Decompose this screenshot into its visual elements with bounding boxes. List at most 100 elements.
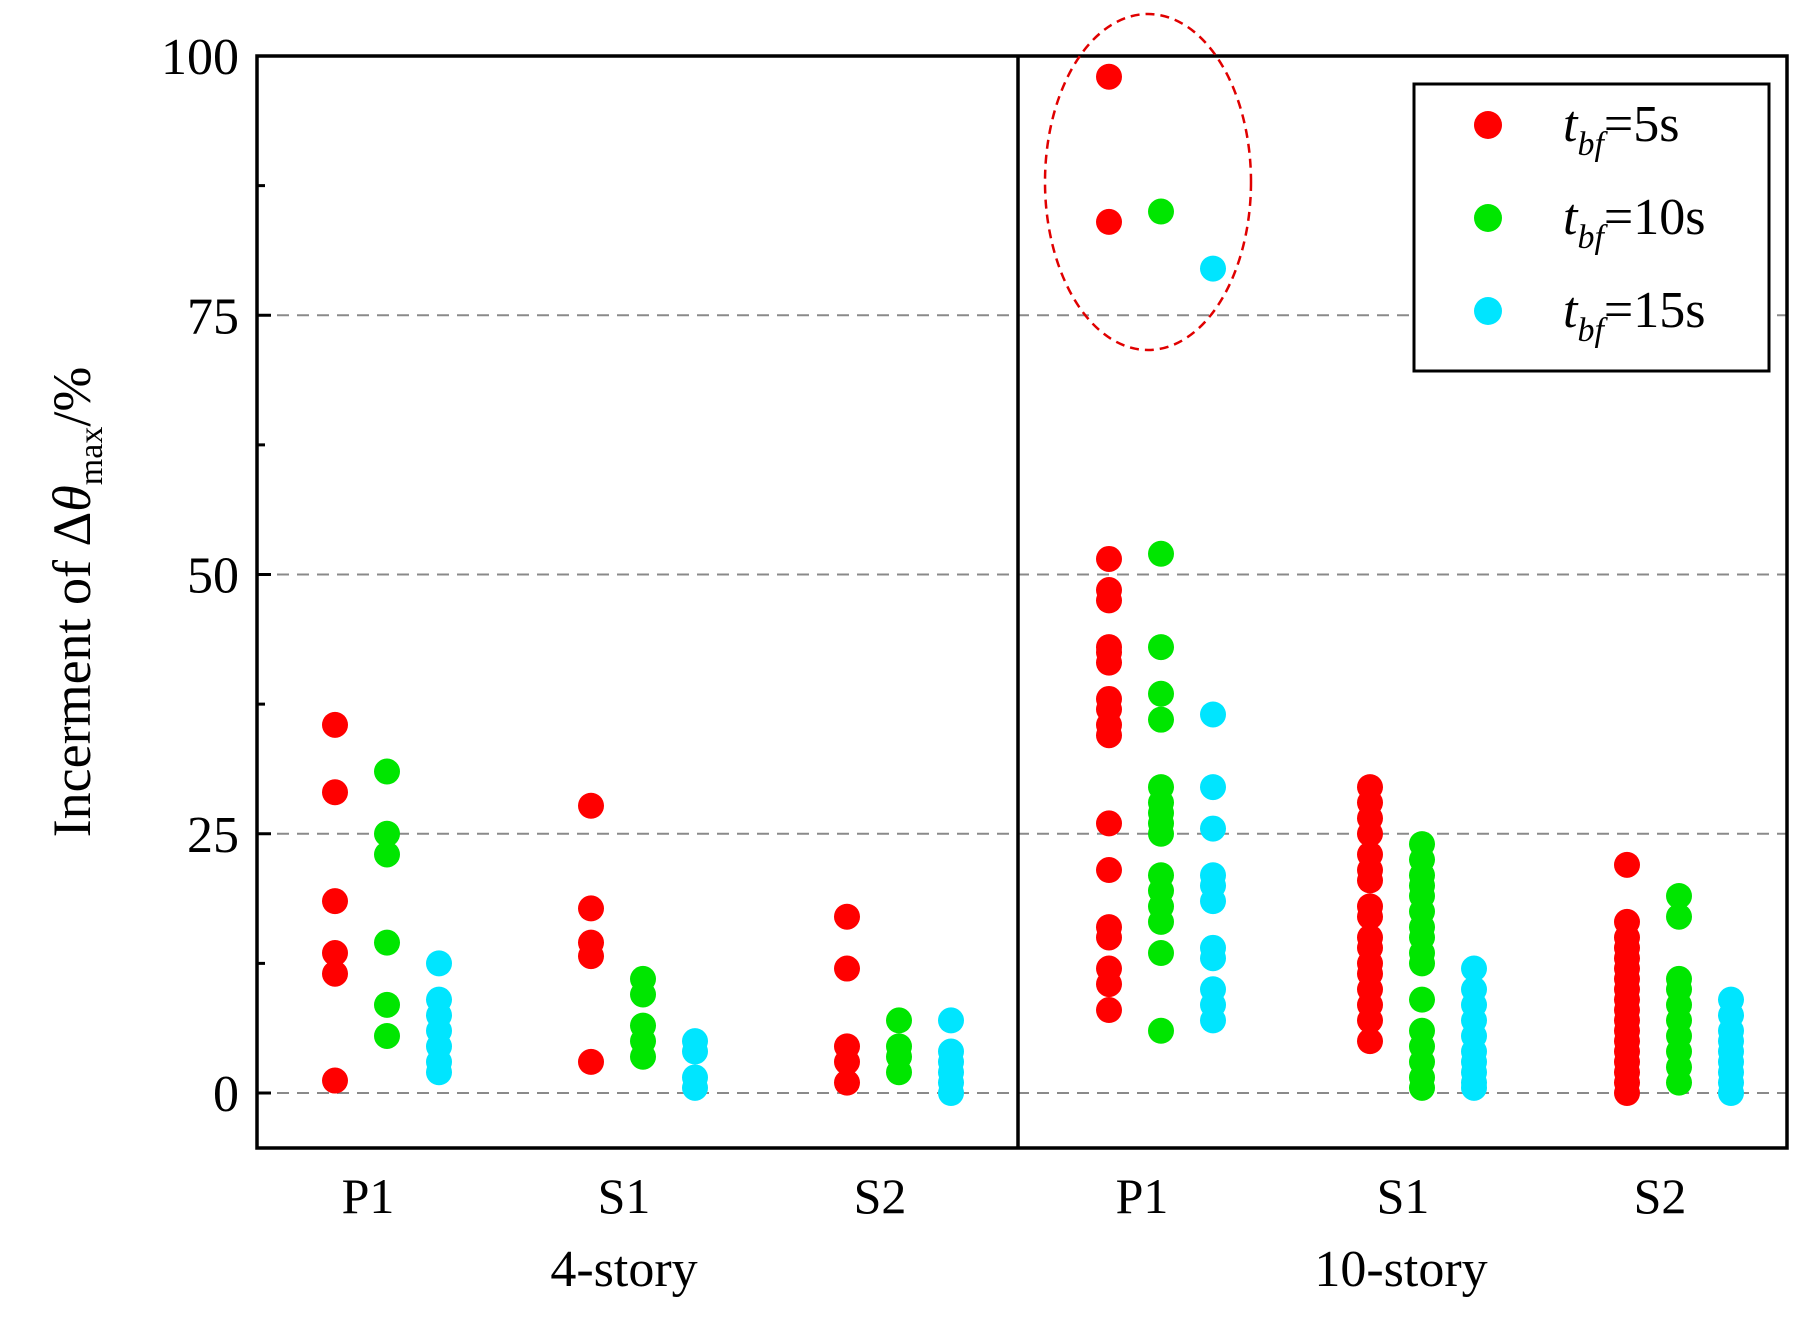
y-axis-label: Incerment of Δθmax/% xyxy=(42,367,110,838)
group-label: 10-story xyxy=(1314,1241,1487,1298)
data-point xyxy=(682,1038,708,1065)
data-point xyxy=(886,1059,912,1086)
legend-label: tbf=15s xyxy=(1563,282,1705,349)
data-point xyxy=(1096,545,1122,572)
data-point xyxy=(1096,722,1122,749)
data-point xyxy=(1718,1080,1744,1106)
data-point xyxy=(322,711,348,738)
data-point xyxy=(578,943,604,970)
data-point xyxy=(374,820,400,847)
group-label: 4-story xyxy=(550,1241,697,1298)
data-point xyxy=(630,1043,656,1070)
y-tick-label: 50 xyxy=(187,548,239,605)
data-point xyxy=(1614,851,1640,878)
data-point xyxy=(886,1007,912,1034)
data-point xyxy=(1096,857,1122,884)
y-tick-label: 100 xyxy=(161,29,239,86)
data-point xyxy=(1200,815,1226,842)
data-point xyxy=(1461,955,1487,982)
data-point xyxy=(1096,997,1122,1024)
data-point xyxy=(322,1067,348,1094)
data-point xyxy=(374,929,400,956)
data-point xyxy=(426,950,452,977)
data-point xyxy=(1148,706,1174,733)
legend-marker xyxy=(1474,111,1502,139)
y-tick-label: 0 xyxy=(213,1066,239,1123)
data-point xyxy=(834,903,860,930)
highlight-ellipse xyxy=(1043,12,1253,352)
data-point xyxy=(578,1048,604,1075)
x-tick-label: P1 xyxy=(342,1168,395,1224)
data-point xyxy=(1096,924,1122,951)
data-point xyxy=(1148,820,1174,847)
data-point xyxy=(1666,1069,1692,1096)
data-point xyxy=(1357,820,1383,847)
plot-frame xyxy=(255,54,1789,1150)
data-point xyxy=(1614,1080,1640,1106)
x-tick-label: S2 xyxy=(854,1168,907,1224)
data-point xyxy=(1148,680,1174,707)
data-point xyxy=(1666,903,1692,930)
data-point xyxy=(1096,63,1122,90)
legend-label: tbf=10s xyxy=(1563,189,1705,256)
data-point xyxy=(322,888,348,915)
data-point xyxy=(322,779,348,806)
data-point xyxy=(1200,255,1226,282)
data-point xyxy=(578,792,604,819)
gridlines xyxy=(257,314,1787,1094)
data-point xyxy=(322,940,348,967)
data-point xyxy=(426,1059,452,1086)
data-point xyxy=(682,1074,708,1101)
x-tick-label: P1 xyxy=(1116,1168,1169,1224)
data-point xyxy=(1200,945,1226,972)
x-tick-label: S1 xyxy=(1377,1168,1430,1224)
data-point xyxy=(1409,950,1435,977)
data-point xyxy=(374,841,400,868)
data-point xyxy=(834,1069,860,1096)
legend-marker xyxy=(1474,297,1502,325)
legend: tbf=5s tbf=10s tbf=15s xyxy=(1412,82,1771,373)
data-point xyxy=(1148,198,1174,225)
x-tick-label: S2 xyxy=(1634,1168,1687,1224)
data-point xyxy=(938,1007,964,1034)
data-point xyxy=(1200,701,1226,728)
legend-box xyxy=(1412,82,1771,373)
data-point xyxy=(1148,1017,1174,1044)
data-point xyxy=(1096,971,1122,998)
data-point xyxy=(834,955,860,982)
data-points xyxy=(322,63,1744,1106)
data-point xyxy=(1096,587,1122,614)
data-point xyxy=(1461,1074,1487,1101)
data-point xyxy=(938,1080,964,1106)
data-point xyxy=(1096,208,1122,235)
data-point xyxy=(374,758,400,785)
data-point xyxy=(1357,867,1383,894)
data-point xyxy=(374,1022,400,1049)
data-point xyxy=(1409,986,1435,1013)
data-point xyxy=(1200,774,1226,801)
data-point xyxy=(1409,1074,1435,1101)
y-axis: 0 25 50 75 100 xyxy=(161,29,271,1123)
data-point xyxy=(1096,649,1122,676)
data-point xyxy=(578,895,604,922)
legend-marker xyxy=(1474,204,1502,232)
data-point xyxy=(1357,903,1383,930)
data-point xyxy=(1148,908,1174,935)
data-point xyxy=(1148,940,1174,967)
x-tick-label: S1 xyxy=(598,1168,651,1224)
y-tick-label: 75 xyxy=(187,288,239,345)
data-point xyxy=(322,960,348,987)
data-point xyxy=(1148,540,1174,567)
data-point xyxy=(374,991,400,1018)
data-point xyxy=(1357,1028,1383,1055)
data-point xyxy=(1357,1007,1383,1034)
legend-label: tbf=5s xyxy=(1563,96,1679,163)
data-point xyxy=(630,981,656,1008)
data-point xyxy=(1666,882,1692,909)
data-point xyxy=(1148,634,1174,661)
x-axis: P1 S1 S2 P1 S1 S2 4-story 10-story xyxy=(342,1168,1687,1298)
data-point xyxy=(1096,810,1122,837)
data-point xyxy=(1200,1007,1226,1034)
data-point xyxy=(1200,888,1226,915)
